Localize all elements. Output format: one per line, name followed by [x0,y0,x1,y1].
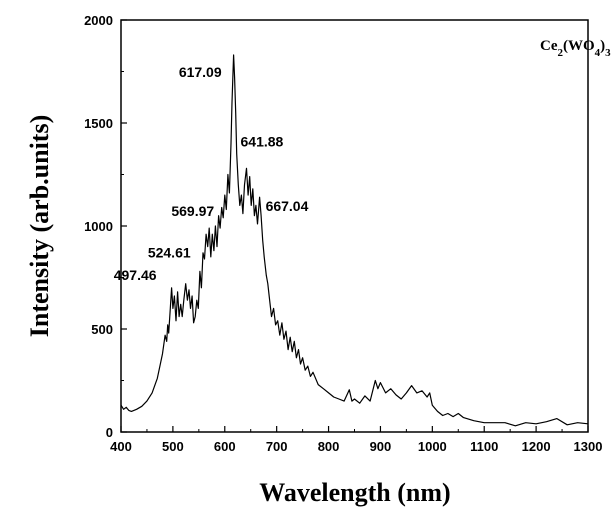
series-layer [120,54,589,427]
legend-close: ) [600,38,605,54]
x-tick-label-1000: 1000 [418,439,447,454]
axis-ticks: 400 500 600 700 800 900 1000 1100 1200 1300 0 500 10… [84,13,602,454]
legend-sub-1: 2 [558,47,564,59]
y-axis-title: Intensity (arb.units) [25,115,54,337]
legend-sub-3: 3 [605,47,611,59]
y-tick-label-1500: 1500 [84,116,113,131]
x-axis-title: Wavelength (nm) [259,478,450,507]
y-tick-label-0: 0 [106,425,113,440]
x-tick-label-600: 600 [214,439,236,454]
legend-formula: Ce2(WO4)3 [540,38,611,59]
x-tick-label-800: 800 [318,439,340,454]
peak-label-617-09: 617.09 [179,64,222,80]
x-tick-label-500: 500 [162,439,184,454]
x-tick-label-1100: 1100 [470,439,498,454]
x-tick-label-1200: 1200 [522,439,551,454]
y-tick-label-2000: 2000 [84,13,113,28]
peak-label-569-97: 569.97 [171,203,214,219]
y-tick-label-1000: 1000 [84,219,113,234]
series-line-0 [120,54,589,427]
peak-label-667-04: 667.04 [266,198,309,214]
legend-sub-2: 4 [595,47,601,59]
legend-base: Ce [540,38,558,54]
plot-axes [120,19,589,433]
peak-label-524-61: 524.61 [148,245,191,261]
legend-mid: (WO [563,38,595,54]
peak-annotations: 497.46 524.61 569.97 617.09 641.88 667.04 [114,64,309,283]
x-tick-label-1300: 1300 [574,439,603,454]
plot-frame [120,19,589,433]
peak-label-497-46: 497.46 [114,267,157,283]
x-tick-label-700: 700 [266,439,288,454]
x-tick-label-400: 400 [110,439,132,454]
x-tick-label-900: 900 [370,439,392,454]
peak-label-641-88: 641.88 [241,133,284,149]
y-tick-label-500: 500 [91,322,113,337]
